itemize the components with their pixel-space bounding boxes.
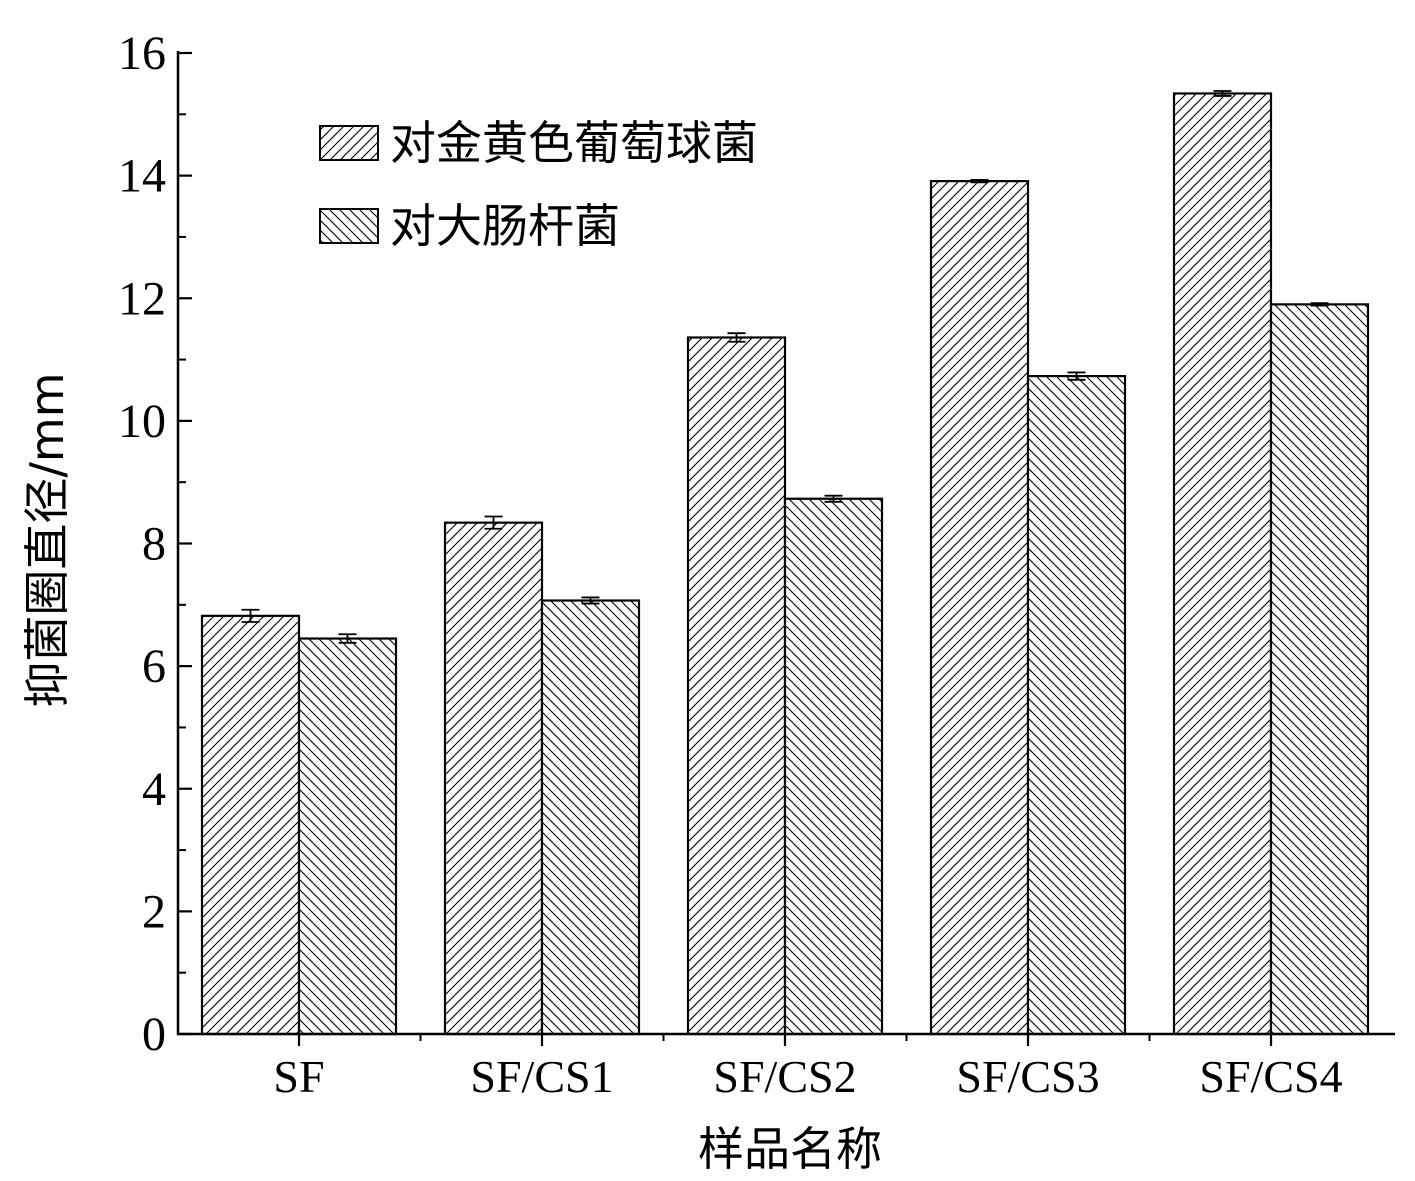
y-tick-label: 16 [118,27,166,80]
error-bar [1310,302,1329,307]
error-bar [1213,90,1232,97]
error-bar [824,494,843,503]
y-axis-label: 抑菌圈直径/mm [20,372,74,707]
bar-s-aureus-sf-cs2 [686,336,787,1036]
x-tick-label: SF/CS3 [956,1051,1099,1102]
bar-s-aureus-sf-cs3 [929,180,1030,1036]
legend-swatch [319,125,379,161]
error-bar [484,515,503,530]
bar-e-coli-sf-cs4 [1269,303,1370,1036]
bar-e-coli-sf-cs2 [783,497,884,1036]
legend-label: 对大肠杆菌 [390,199,620,253]
x-tick-label: SF/CS4 [1199,1051,1342,1102]
bars-group [200,92,1370,1036]
y-tick-label: 4 [142,763,166,816]
bar-s-aureus-sf [200,614,301,1036]
x-ticks-group: SF SF/CS1 SF/CS2 SF/CS3 SF/CS4 [273,1034,1343,1102]
x-tick-label: SF/CS2 [713,1051,856,1102]
bar-e-coli-sf [297,637,398,1036]
y-tick-label: 12 [118,272,166,325]
y-tick-label: 0 [142,1008,166,1061]
bar-s-aureus-sf-cs1 [443,521,544,1036]
y-ticks-group: 0 2 4 6 8 10 12 14 16 [118,27,192,1061]
x-tick-label: SF/CS1 [470,1051,613,1102]
legend-item-e-coli: 对大肠杆菌 [319,199,620,253]
error-bars-group [241,90,1329,644]
error-bar [338,633,357,644]
y-tick-label: 8 [142,518,166,571]
error-bar [581,596,600,605]
y-tick-label: 10 [118,395,166,448]
x-axis-label: 样品名称 [698,1122,882,1176]
error-bar [241,608,260,623]
y-tick-label: 6 [142,640,166,693]
y-tick-label: 14 [118,150,166,203]
legend-swatch [319,208,379,244]
x-tick-label: SF [273,1051,324,1102]
error-bar [1067,371,1086,381]
bar-e-coli-sf-cs3 [1026,375,1127,1036]
error-bar [727,332,746,343]
bar-s-aureus-sf-cs4 [1172,92,1273,1036]
error-bar [970,179,989,184]
legend-label: 对金黄色葡萄球菌 [390,116,758,170]
bar-e-coli-sf-cs1 [540,599,641,1036]
y-tick-label: 2 [142,885,166,938]
legend-item-s-aureus: 对金黄色葡萄球菌 [319,116,758,170]
